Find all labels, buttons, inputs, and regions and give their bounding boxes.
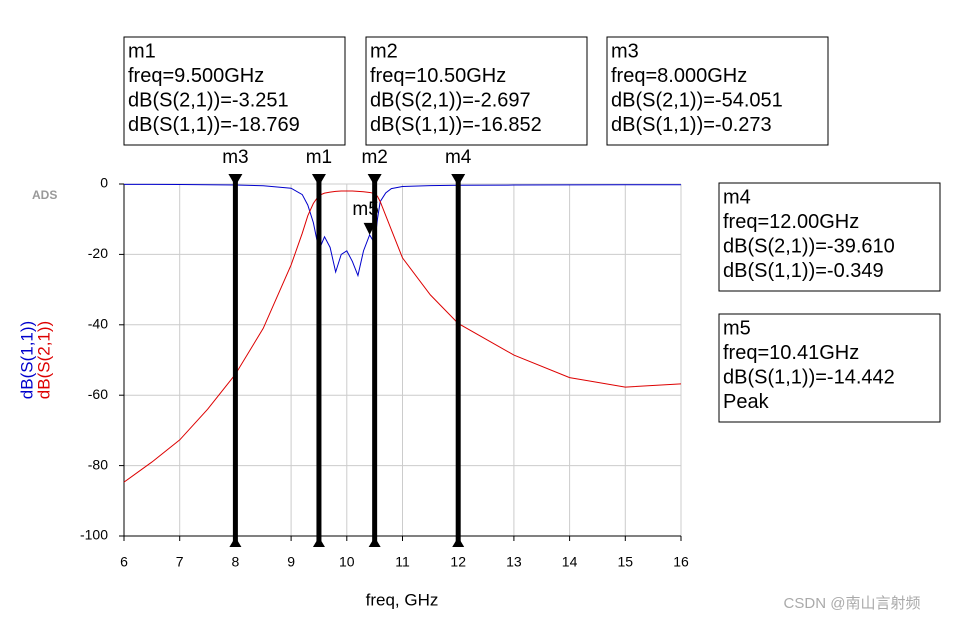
y-axis-label: dB(S(1,1)) bbox=[17, 321, 36, 399]
brand: ADS bbox=[32, 188, 57, 202]
marker-box-text: dB(S(2,1))=-54.051 bbox=[611, 89, 783, 111]
y-tick-label: -20 bbox=[88, 245, 108, 261]
x-tick-label: 11 bbox=[395, 554, 410, 570]
marker-box-frame bbox=[123, 36, 346, 146]
marker-triangle bbox=[228, 174, 243, 186]
marker-box-frame bbox=[365, 36, 588, 146]
x-tick-label: 12 bbox=[450, 554, 466, 570]
x-tick-label: 9 bbox=[287, 554, 295, 570]
series-line bbox=[124, 183, 681, 278]
marker-box-text: Peak bbox=[723, 391, 770, 413]
marker-triangle bbox=[368, 537, 381, 547]
marker-box-text: dB(S(1,1))=-16.852 bbox=[370, 114, 542, 136]
watermark: CSDN @南山言射频 bbox=[784, 595, 921, 612]
x-tick-label: 15 bbox=[618, 554, 634, 570]
marker-box-text: dB(S(2,1))=-39.610 bbox=[723, 235, 895, 257]
x-tick-label: 14 bbox=[562, 554, 578, 570]
y-tick-label: -40 bbox=[88, 316, 108, 332]
marker-label: m2 bbox=[361, 147, 387, 168]
x-tick-label: 13 bbox=[506, 554, 522, 570]
x-tick-label: 10 bbox=[339, 554, 355, 570]
marker-box-text: freq=10.50GHz bbox=[370, 65, 506, 87]
marker-triangle bbox=[312, 537, 325, 547]
marker-box-text: m3 bbox=[611, 40, 639, 62]
marker-box-frame bbox=[606, 36, 829, 146]
y-tick-label: -80 bbox=[88, 456, 108, 472]
marker-box-text: m5 bbox=[723, 317, 751, 339]
marker-triangle bbox=[363, 222, 376, 235]
marker-box-text: freq=10.41GHz bbox=[723, 342, 859, 364]
x-axis-label: freq, GHz bbox=[366, 590, 439, 609]
y-tick-label: -100 bbox=[80, 527, 108, 543]
marker-box-text: dB(S(1,1))=-14.442 bbox=[723, 366, 895, 388]
y-tick-label: 0 bbox=[100, 175, 108, 191]
marker-box-text: m1 bbox=[128, 40, 156, 62]
x-tick-label: 6 bbox=[120, 554, 128, 570]
marker-triangle bbox=[229, 537, 242, 547]
marker-box-text: freq=12.00GHz bbox=[723, 211, 859, 233]
marker-label: m1 bbox=[306, 147, 332, 168]
x-tick-label: 8 bbox=[232, 554, 240, 570]
y-axis-label: dB(S(2,1)) bbox=[34, 321, 53, 399]
marker-triangle bbox=[311, 174, 326, 186]
marker-label: m5 bbox=[352, 199, 378, 220]
marker-triangle bbox=[451, 174, 466, 186]
marker-triangle bbox=[367, 174, 382, 186]
x-tick-label: 16 bbox=[673, 554, 689, 570]
marker-box-text: m4 bbox=[723, 186, 751, 208]
marker-label: m4 bbox=[445, 147, 472, 168]
marker-box-text: dB(S(1,1))=-0.273 bbox=[611, 114, 772, 136]
marker-box-text: dB(S(2,1))=-2.697 bbox=[370, 89, 531, 111]
series-line bbox=[123, 190, 682, 483]
marker-label: m3 bbox=[222, 147, 248, 168]
x-tick-label: 7 bbox=[176, 554, 184, 570]
marker-box-frame bbox=[718, 182, 941, 292]
marker-triangle bbox=[452, 537, 465, 547]
marker-box-text: dB(S(2,1))=-3.251 bbox=[128, 89, 289, 111]
marker-box-text: freq=8.000GHz bbox=[611, 65, 747, 87]
marker-box-frame bbox=[718, 313, 941, 423]
marker-box-text: dB(S(1,1))=-18.769 bbox=[128, 114, 300, 136]
marker-box-text: freq=9.500GHz bbox=[128, 65, 264, 87]
y-tick-label: -60 bbox=[88, 386, 108, 402]
marker-box-text: dB(S(1,1))=-0.349 bbox=[723, 260, 884, 282]
marker-box-text: m2 bbox=[370, 40, 398, 62]
